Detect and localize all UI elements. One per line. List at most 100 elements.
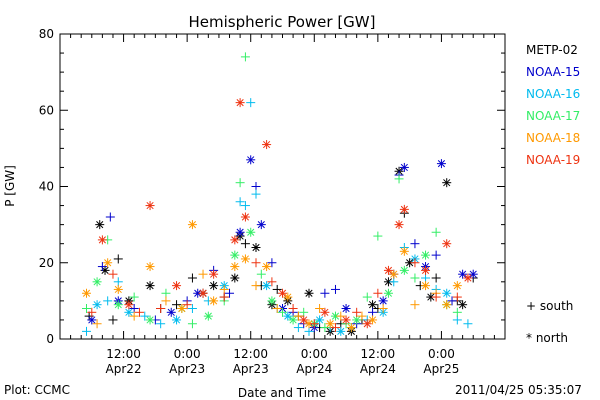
north-point <box>240 212 250 222</box>
north-point <box>235 98 245 108</box>
south-point <box>187 304 197 313</box>
y-tick-label: 0 <box>46 332 54 346</box>
north-point <box>113 284 123 294</box>
north-point <box>198 288 208 298</box>
north-point <box>124 300 134 310</box>
north-point <box>172 315 182 325</box>
south-point <box>272 304 282 313</box>
legend-item-noaa-19: NOAA-19 <box>526 153 581 167</box>
north-point <box>230 250 240 260</box>
south-point <box>452 307 462 317</box>
south-point <box>235 197 245 207</box>
south-point <box>410 300 420 310</box>
south-point <box>246 98 256 108</box>
x-tick-label-date: Apr24 <box>360 362 396 376</box>
x-tick-label-time: 12:00 <box>106 347 141 361</box>
south-point <box>113 277 123 287</box>
south-point <box>92 319 102 329</box>
north-point <box>283 311 293 321</box>
north-symbol-key: * north <box>526 331 569 345</box>
north-point <box>421 250 431 260</box>
x-tick-label-time: 0:00 <box>174 347 201 361</box>
south-point <box>389 277 399 287</box>
south-point <box>431 227 441 237</box>
x-tick-label-time: 0:00 <box>428 347 455 361</box>
north-point <box>256 220 266 230</box>
south-point <box>463 319 473 329</box>
south-point <box>330 284 340 294</box>
x-tick-label-date: Apr23 <box>233 362 269 376</box>
series-noaa-18 <box>81 220 462 333</box>
north-point <box>209 281 219 291</box>
north-point <box>97 235 107 245</box>
legend-item-metp-02: METP-02 <box>526 43 578 57</box>
north-point <box>100 265 110 275</box>
south-point <box>81 304 91 313</box>
south-point <box>161 288 171 298</box>
south-point <box>267 258 277 268</box>
south-point <box>378 304 388 313</box>
north-point <box>230 235 240 245</box>
north-point <box>283 292 293 302</box>
north-point <box>352 315 362 325</box>
north-point <box>288 315 298 325</box>
south-point <box>320 288 330 298</box>
south-point <box>320 323 330 333</box>
south-point <box>87 307 97 317</box>
north-point <box>383 288 393 298</box>
south-point <box>187 273 197 283</box>
south-point <box>103 296 113 306</box>
x-tick-label-date: Apr24 <box>296 362 332 376</box>
x-axis-label: Date and Time <box>238 386 326 400</box>
north-point <box>394 220 404 230</box>
x-tick-label-date: Apr23 <box>169 362 205 376</box>
north-point <box>399 265 409 275</box>
north-point <box>442 178 452 188</box>
south-point <box>410 273 420 283</box>
south-point <box>97 262 107 272</box>
north-point <box>203 311 213 321</box>
north-point <box>299 315 309 325</box>
north-point <box>267 296 277 306</box>
south-point <box>267 277 277 287</box>
south-point <box>304 326 314 336</box>
south-point <box>431 273 441 283</box>
south-point <box>278 307 287 317</box>
x-tick-label-date: Apr22 <box>106 362 142 376</box>
south-point <box>187 319 197 329</box>
legend-item-noaa-15: NOAA-15 <box>526 65 581 79</box>
south-point <box>447 296 457 306</box>
south-point <box>431 292 441 302</box>
north-point <box>341 304 351 313</box>
south-point <box>293 323 303 333</box>
south-point <box>81 326 91 336</box>
north-point <box>436 159 446 169</box>
north-point <box>262 140 272 150</box>
south-point <box>352 307 362 317</box>
north-point <box>399 204 409 214</box>
south-point <box>330 323 340 333</box>
north-point <box>262 281 272 291</box>
x-tick-label-time: 12:00 <box>361 347 396 361</box>
south-point <box>182 300 192 310</box>
south-point <box>272 284 282 294</box>
series-noaa-19 <box>87 98 473 333</box>
north-point <box>389 269 399 279</box>
south-point <box>373 288 383 298</box>
south-point <box>172 300 182 310</box>
south-point <box>219 292 229 302</box>
south-point <box>108 315 118 325</box>
x-tick-label-date: Apr25 <box>423 362 459 376</box>
south-point <box>357 311 367 321</box>
south-point <box>140 311 150 321</box>
north-point <box>278 288 287 298</box>
south-point <box>299 307 309 317</box>
north-point <box>341 315 351 325</box>
plot-timestamp: 2011/04/25 05:35:07 <box>455 383 582 397</box>
south-point <box>156 319 166 329</box>
north-point <box>240 254 250 264</box>
south-point <box>134 307 144 317</box>
south-point <box>240 52 250 62</box>
north-point <box>81 288 91 298</box>
